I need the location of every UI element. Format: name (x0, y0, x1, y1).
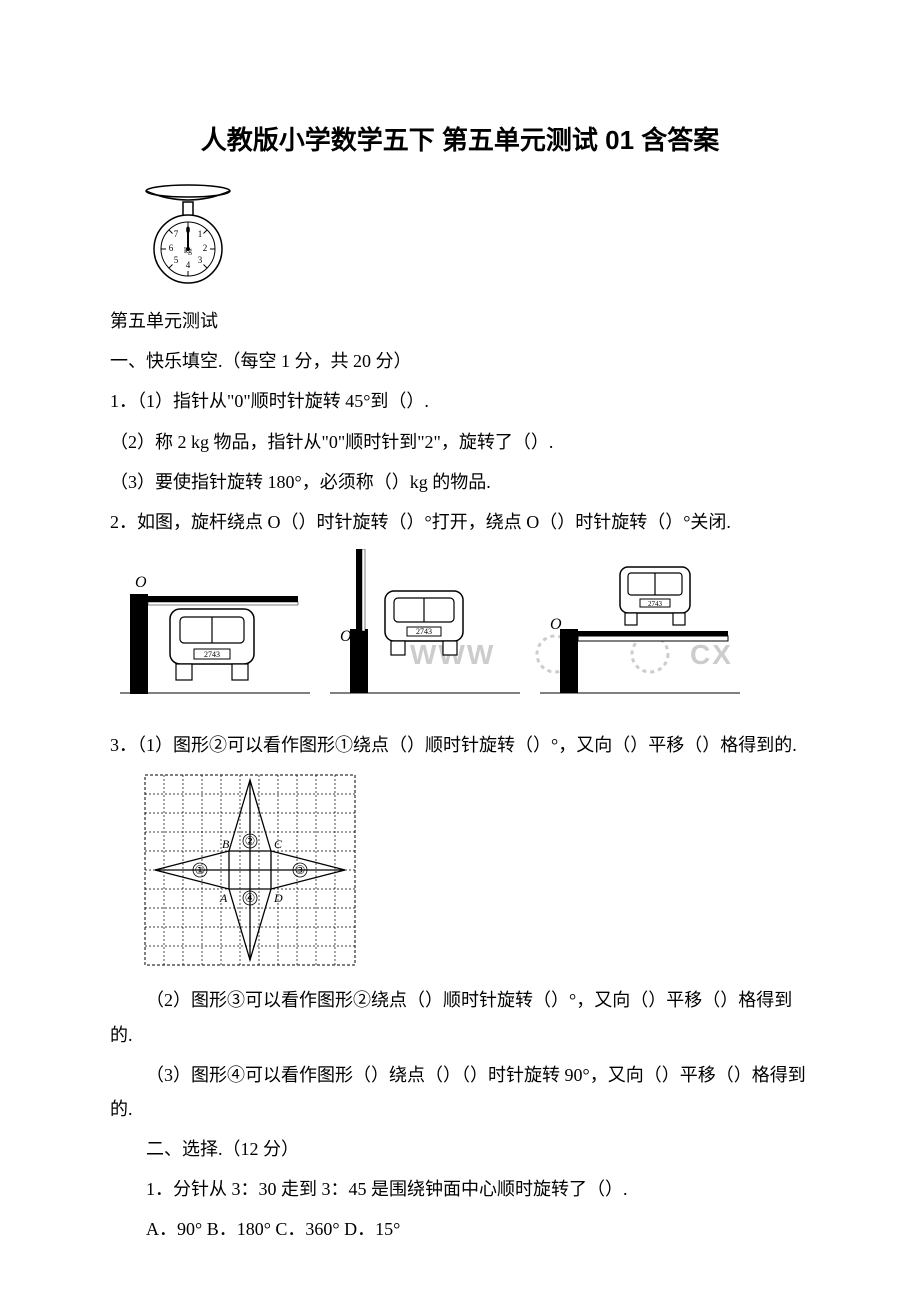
grid-figure: B C A D ① ② ③ ④ (140, 770, 810, 975)
barrier-o-3: O (550, 616, 562, 633)
scale-figure: 0 1 2 3 4 5 6 7 kg (128, 181, 810, 296)
section1-heading: 一、快乐填空.（每空 1 分，共 20 分） (110, 344, 810, 378)
scale-num-5: 5 (174, 255, 179, 265)
section2-heading: 二、选择.（12 分） (110, 1132, 810, 1166)
scale-num-4: 4 (186, 260, 191, 270)
scale-num-1: 1 (198, 229, 203, 239)
grid-m4: ④ (245, 891, 256, 905)
plate-1: 2743 (204, 650, 220, 659)
scale-num-7: 7 (174, 229, 179, 239)
scale-num-2: 2 (203, 243, 208, 253)
grid-m2: ② (245, 834, 256, 848)
grid-m3: ③ (295, 863, 306, 877)
q3-3: （3）图形④可以看作图形（）绕点（）（）时针旋转 90°，又向（）平移（）格得到… (110, 1058, 810, 1126)
page-title: 人教版小学数学五下 第五单元测试 01 含答案 (110, 120, 810, 157)
grid-m1: ① (195, 863, 206, 877)
barrier-o-2: O (340, 628, 352, 645)
q1-3: （3）要使指针旋转 180°，必须称（）kg 的物品. (110, 465, 810, 499)
scale-num-3: 3 (198, 255, 203, 265)
watermark-right: CX (690, 639, 733, 670)
s2-q1: 1．分针从 3：30 走到 3：45 是围绕钟面中心顺时旋转了（）. (110, 1172, 810, 1206)
grid-B: B (222, 837, 230, 851)
s2-q1-opts: A．90° B．180° C．360° D．15° (110, 1212, 810, 1246)
q3-2: （2）图形③可以看作图形②绕点（）顺时针旋转（）°，又向（）平移（）格得到的. (110, 983, 810, 1051)
scale-num-6: 6 (169, 243, 174, 253)
q2: 2．如图，旋杆绕点 O（）时针旋转（）°打开，绕点 O（）时针旋转（）°关闭. (110, 505, 810, 539)
unit-heading: 第五单元测试 (110, 304, 810, 338)
grid-C: C (274, 837, 283, 851)
grid-D: D (273, 891, 283, 905)
barrier-o-1: O (135, 574, 147, 591)
plate-3: 2743 (648, 600, 663, 608)
plate-2: 2743 (416, 627, 432, 636)
grid-A: A (219, 891, 228, 905)
q1-1: 1．（1）指针从"0"顺时针旋转 45°到（）. (110, 384, 810, 418)
q3-1: 3．（1）图形②可以看作图形①绕点（）顺时针旋转（）°，又向（）平移（）格得到的… (110, 728, 810, 762)
q1-2: （2）称 2 kg 物品，指针从"0"顺时针到"2"，旋转了（）. (110, 425, 810, 459)
barrier-figure: WWW CX O 2743 (110, 549, 810, 714)
